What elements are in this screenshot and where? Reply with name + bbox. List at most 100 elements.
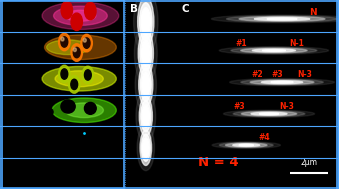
Ellipse shape <box>84 70 91 80</box>
Text: 2μm: 2μm <box>300 158 317 167</box>
Ellipse shape <box>82 66 94 84</box>
Ellipse shape <box>139 96 152 136</box>
Ellipse shape <box>134 0 158 54</box>
Ellipse shape <box>73 48 76 52</box>
Text: 6s: 6s <box>5 52 14 60</box>
Text: #2: #2 <box>252 70 263 79</box>
Ellipse shape <box>42 67 116 91</box>
Ellipse shape <box>231 47 317 53</box>
Text: 1s: 1s <box>5 20 14 29</box>
Ellipse shape <box>61 37 64 41</box>
Text: #4: #4 <box>258 133 270 142</box>
Ellipse shape <box>71 13 82 30</box>
Ellipse shape <box>250 80 314 84</box>
Ellipse shape <box>65 103 103 118</box>
Ellipse shape <box>233 144 260 146</box>
Ellipse shape <box>138 30 154 77</box>
Text: 13s: 13s <box>5 83 19 92</box>
Ellipse shape <box>83 38 90 48</box>
Text: A: A <box>5 5 13 15</box>
Ellipse shape <box>86 170 97 181</box>
Ellipse shape <box>59 33 70 51</box>
Ellipse shape <box>59 65 70 83</box>
Ellipse shape <box>254 17 310 20</box>
Text: C: C <box>181 4 189 14</box>
Ellipse shape <box>68 133 83 147</box>
Text: 25s: 25s <box>5 178 19 187</box>
Ellipse shape <box>142 40 150 66</box>
Ellipse shape <box>142 73 150 97</box>
Text: 23s: 23s <box>5 146 19 155</box>
Text: #1: #1 <box>236 39 247 48</box>
Ellipse shape <box>55 71 103 87</box>
Ellipse shape <box>140 130 152 166</box>
Ellipse shape <box>73 47 80 58</box>
Ellipse shape <box>35 164 47 176</box>
Ellipse shape <box>219 143 273 148</box>
Ellipse shape <box>241 112 297 116</box>
Ellipse shape <box>83 38 86 42</box>
Ellipse shape <box>230 79 335 86</box>
Ellipse shape <box>68 76 80 93</box>
Ellipse shape <box>84 102 96 114</box>
Ellipse shape <box>81 34 92 52</box>
Ellipse shape <box>71 44 82 61</box>
Ellipse shape <box>139 63 153 106</box>
Ellipse shape <box>136 90 156 142</box>
Text: N: N <box>309 8 317 17</box>
Ellipse shape <box>140 36 152 71</box>
Ellipse shape <box>141 101 151 132</box>
Text: N-3: N-3 <box>297 70 312 79</box>
Ellipse shape <box>219 47 328 54</box>
Ellipse shape <box>61 69 68 79</box>
Ellipse shape <box>261 81 303 84</box>
Ellipse shape <box>271 81 293 83</box>
Text: N-3: N-3 <box>279 102 294 111</box>
Text: #3: #3 <box>234 102 245 111</box>
Ellipse shape <box>212 142 280 149</box>
Ellipse shape <box>259 113 279 115</box>
Ellipse shape <box>48 133 63 146</box>
Text: 17s: 17s <box>5 115 19 124</box>
Ellipse shape <box>86 137 97 149</box>
Ellipse shape <box>233 111 305 117</box>
Ellipse shape <box>239 16 325 21</box>
Ellipse shape <box>61 1 73 19</box>
Ellipse shape <box>140 3 152 41</box>
Ellipse shape <box>71 165 83 177</box>
Ellipse shape <box>141 134 150 161</box>
Ellipse shape <box>140 68 151 101</box>
Ellipse shape <box>226 16 338 22</box>
Ellipse shape <box>61 37 68 47</box>
Ellipse shape <box>42 2 119 29</box>
Ellipse shape <box>71 79 78 90</box>
Ellipse shape <box>262 50 286 51</box>
Text: N = 4: N = 4 <box>198 156 239 169</box>
Ellipse shape <box>241 48 307 53</box>
Ellipse shape <box>212 15 339 23</box>
Ellipse shape <box>141 8 151 36</box>
Ellipse shape <box>134 23 157 84</box>
Ellipse shape <box>251 112 287 115</box>
Ellipse shape <box>239 144 254 146</box>
Ellipse shape <box>46 40 89 55</box>
Ellipse shape <box>253 49 295 52</box>
Ellipse shape <box>46 108 53 116</box>
Ellipse shape <box>137 125 155 171</box>
Ellipse shape <box>223 110 315 117</box>
Ellipse shape <box>143 138 149 158</box>
Ellipse shape <box>61 100 75 113</box>
Text: #3: #3 <box>271 70 283 79</box>
Ellipse shape <box>85 2 96 20</box>
Ellipse shape <box>65 10 96 21</box>
Ellipse shape <box>267 18 297 20</box>
Text: B: B <box>130 4 138 14</box>
Ellipse shape <box>241 79 323 85</box>
Text: N-1: N-1 <box>289 39 304 48</box>
Ellipse shape <box>135 57 156 113</box>
Ellipse shape <box>52 168 64 180</box>
Ellipse shape <box>225 143 267 147</box>
Ellipse shape <box>142 105 149 127</box>
Ellipse shape <box>54 6 107 25</box>
Ellipse shape <box>138 0 154 47</box>
